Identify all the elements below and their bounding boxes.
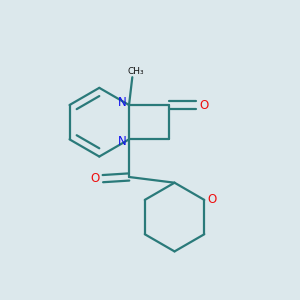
Text: CH₃: CH₃ — [128, 67, 145, 76]
Text: O: O — [208, 194, 217, 206]
Text: O: O — [90, 172, 100, 185]
Text: N: N — [118, 96, 126, 109]
Text: N: N — [118, 136, 126, 148]
Text: O: O — [200, 98, 209, 112]
